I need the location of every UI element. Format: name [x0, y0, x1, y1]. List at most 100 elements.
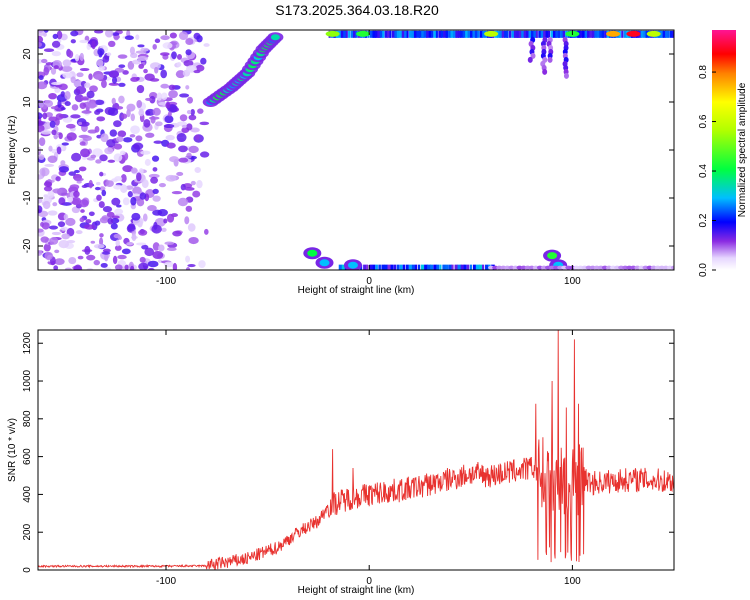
spectrogram-noise-blob	[136, 172, 142, 182]
snr-y-tick-label: 200	[22, 523, 33, 540]
top-edge-line-segment	[501, 30, 505, 38]
spectrogram-noise-blob	[98, 201, 105, 209]
snr-x-axis-label: Height of straight line (km)	[298, 585, 415, 596]
spectrogram-noise-blob	[53, 65, 59, 70]
top-edge-line-segment	[589, 30, 594, 38]
spectrogram-y-tick-label: 20	[22, 48, 33, 60]
top-edge-streak	[563, 72, 569, 79]
spectrogram-noise-blob	[99, 237, 104, 246]
top-edge-line-segment	[452, 30, 458, 38]
spectrogram-noise-blob	[94, 126, 100, 133]
bottom-edge-line-segment	[442, 264, 446, 270]
spectrogram-noise-blob	[151, 155, 160, 162]
top-edge-line-segment	[433, 30, 438, 38]
spectrogram-noise-blob	[71, 104, 79, 111]
spectrogram-noise-blob	[83, 224, 95, 230]
spectrogram-noise-blob	[50, 106, 58, 110]
spectrogram-noise-blob	[178, 145, 188, 153]
spectrogram-noise-blob	[135, 135, 143, 142]
top-edge-line-segment	[518, 30, 523, 38]
spectrogram-noise-blob	[43, 121, 52, 130]
spectrogram-y-tick-label: 0	[22, 147, 33, 153]
spectrogram-noise-blob	[117, 54, 128, 59]
spectrogram-noise-blob	[38, 197, 43, 204]
spectrogram-noise-blob	[152, 43, 157, 50]
spectrogram-noise-blob	[70, 39, 76, 44]
top-edge-line-segment	[667, 30, 670, 38]
spectrogram-noise-blob	[101, 215, 110, 221]
spectrogram-noise-blob	[38, 146, 42, 153]
spectrogram-noise-blob	[90, 154, 97, 159]
spectrogram-noise-blob	[132, 186, 142, 195]
spectrogram-noise-blob	[78, 121, 83, 126]
spectrogram-noise-blob	[43, 67, 50, 76]
spectrogram-noise-blob	[190, 180, 196, 186]
spectrogram-noise-blob	[53, 133, 59, 140]
spectrogram-noise-blob	[113, 143, 123, 150]
top-edge-line-segment	[533, 30, 538, 38]
bottom-edge-line-segment	[421, 264, 425, 270]
spectrogram-noise-blob	[88, 179, 93, 189]
spectrogram-noise-blob	[71, 197, 82, 206]
spectrogram-noise-blob	[118, 95, 125, 104]
spectrogram-noise-blob	[56, 30, 63, 40]
top-edge-line-segment	[350, 30, 354, 38]
spectrogram-noise-blob	[43, 181, 52, 188]
spectrogram-noise-blob	[131, 212, 141, 221]
spectrogram-noise-blob	[54, 258, 65, 265]
spectrogram-noise-blob	[185, 255, 191, 263]
spectrogram-noise-blob	[39, 167, 50, 177]
spectrogram-noise-blob	[100, 133, 109, 143]
top-edge-line-segment	[382, 30, 385, 38]
spectrogram-noise-blob	[51, 81, 62, 86]
spectrogram-noise-blob	[96, 194, 102, 201]
bottom-edge-line-segment	[341, 264, 346, 270]
top-edge-line-segment	[443, 30, 448, 38]
spectrogram-noise-blob	[58, 197, 66, 205]
bottom-edge-line-segment	[363, 264, 367, 270]
spectrogram-noise-blob	[102, 251, 111, 255]
top-edge-line-segment	[540, 30, 546, 38]
top-edge-line-segment	[474, 30, 478, 38]
spectrogram-noise-blob	[98, 65, 105, 71]
top-edge-line-segment	[504, 30, 509, 38]
spectrogram-noise-blob	[52, 202, 58, 207]
top-edge-line-segment	[413, 30, 417, 38]
spectrogram-noise-blob	[203, 43, 210, 47]
top-edge-line-segment	[582, 30, 587, 38]
spectrogram-noise-blob	[183, 59, 194, 67]
spectrogram-noise-blob	[165, 134, 175, 141]
bottom-edge-line-segment	[448, 264, 452, 270]
spectrogram-noise-blob	[38, 81, 48, 90]
spectrogram-noise-blob	[115, 136, 124, 143]
top-edge-line-segment	[640, 30, 644, 38]
spectrogram-noise-blob	[152, 107, 161, 116]
spectrogram-noise-blob	[41, 58, 48, 64]
spectrogram-noise-blob	[67, 196, 74, 203]
spectrogram-noise-blob	[47, 190, 55, 199]
top-edge-line-segment	[426, 30, 429, 38]
spectrogram-noise-blob	[78, 166, 87, 172]
top-edge-hotspot	[646, 30, 661, 37]
spectrogram-noise-blob	[114, 208, 124, 215]
spectrogram-noise-blob	[139, 192, 147, 200]
top-edge-line-segment	[621, 30, 624, 38]
bottom-edge-line-segment	[457, 264, 462, 270]
spectrogram-noise-blob	[89, 85, 98, 93]
spectrogram-noise-blob	[102, 206, 113, 213]
spectrogram-noise-blob	[152, 195, 161, 202]
spectrogram-noise-blob	[132, 59, 142, 65]
spectrogram-noise-blob	[153, 140, 163, 144]
spectrogram-noise-blob	[162, 42, 173, 49]
spectrogram-noise-blob	[52, 33, 59, 40]
spectrogram-y-tick-label: -10	[22, 190, 33, 205]
spectrogram-noise-blob	[140, 150, 151, 155]
bottom-edge-line-segment	[387, 264, 392, 270]
spectrogram-noise-blob	[54, 118, 60, 126]
spectrogram-noise-blob	[97, 48, 105, 56]
top-edge-line-segment	[389, 30, 392, 38]
spectrogram-noise-blob	[204, 228, 209, 235]
top-edge-line-segment	[579, 30, 584, 38]
bottom-edge-line-segment	[427, 264, 431, 270]
